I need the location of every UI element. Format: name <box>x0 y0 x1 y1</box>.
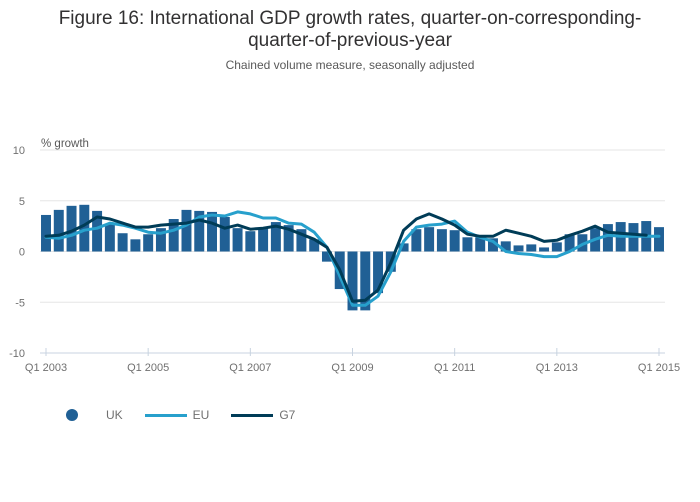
chart-subtitle: Chained volume measure, seasonally adjus… <box>225 58 475 72</box>
y-tick-label: -5 <box>15 297 25 309</box>
uk-bar <box>526 244 537 252</box>
uk-bar <box>283 225 294 252</box>
x-axis: Q1 2003 Q1 2005 Q1 2007 Q1 2009 Q1 2011 Q1 20… <box>25 348 680 374</box>
uk-bar <box>462 237 473 252</box>
y-tick-label: 0 <box>19 247 25 259</box>
legend-uk-dot-icon <box>66 409 78 421</box>
uk-bar <box>181 209 192 252</box>
uk-bar <box>270 222 281 252</box>
x-tick-label: Q1 2005 <box>127 362 169 374</box>
uk-bar <box>168 219 179 252</box>
y-axis-label: % growth <box>41 138 89 150</box>
x-tick-label: Q1 2011 <box>434 362 475 374</box>
uk-bar <box>475 237 486 252</box>
y-axis-ticks: 10 5 0 -5 -10 <box>9 145 25 360</box>
uk-bar <box>398 243 409 252</box>
uk-bar <box>373 251 384 294</box>
legend-item-g7[interactable]: G7 <box>231 408 295 422</box>
uk-bar <box>564 234 575 252</box>
uk-bar <box>130 239 141 252</box>
legend-label-uk: UK <box>106 408 123 422</box>
uk-bar <box>513 245 524 252</box>
uk-bar <box>258 228 269 252</box>
uk-bar <box>143 234 154 252</box>
legend-item-eu[interactable]: EU <box>144 408 210 422</box>
uk-bar <box>155 228 166 252</box>
uk-bar <box>207 211 218 252</box>
uk-bar <box>449 230 460 252</box>
legend-item-uk[interactable]: UK <box>66 408 123 422</box>
uk-bar <box>66 205 77 252</box>
uk-bar <box>296 229 307 252</box>
legend: UK EU G7 <box>66 408 317 422</box>
legend-g7-line-icon <box>231 413 274 417</box>
uk-bar <box>232 228 243 252</box>
uk-bar <box>104 224 115 252</box>
legend-eu-line-icon <box>144 413 187 417</box>
uk-bar <box>309 239 320 252</box>
chart-title-line-2: quarter-of-previous-year <box>248 30 452 51</box>
legend-label-g7: G7 <box>279 408 296 422</box>
y-tick-label: 10 <box>13 145 25 157</box>
uk-bars <box>41 204 664 311</box>
uk-bar <box>41 214 51 252</box>
uk-bar <box>424 227 435 252</box>
uk-bar <box>487 238 498 252</box>
uk-bar <box>654 227 664 252</box>
uk-bar <box>551 242 562 252</box>
uk-bar <box>347 251 358 311</box>
y-tick-label: -10 <box>9 348 25 360</box>
chart-title: Figure 16: International GDP growth rate… <box>0 8 700 52</box>
x-tick-label: Q1 2013 <box>536 362 578 374</box>
uk-bar <box>602 224 613 252</box>
uk-bar <box>92 210 103 252</box>
legend-label-eu: EU <box>192 408 210 422</box>
x-tick-label: Q1 2015 <box>638 362 680 374</box>
x-tick-label: Q1 2009 <box>331 362 373 374</box>
uk-bar <box>436 229 447 252</box>
uk-bar <box>539 247 550 252</box>
uk-bar <box>411 229 422 252</box>
uk-bar <box>53 209 64 252</box>
uk-bar <box>245 231 256 252</box>
uk-bar <box>321 251 332 262</box>
uk-bar <box>219 216 230 252</box>
chart-title-line-1: Figure 16: International GDP growth rate… <box>58 8 642 29</box>
x-tick-label: Q1 2003 <box>25 362 67 374</box>
uk-bar <box>500 241 511 252</box>
eu-line <box>44 210 661 307</box>
y-tick-label: 5 <box>19 196 25 208</box>
uk-bar <box>79 204 90 252</box>
uk-bar <box>194 210 205 252</box>
g7-line <box>44 212 648 303</box>
series-lines <box>44 210 661 307</box>
x-tick-label: Q1 2007 <box>229 362 271 374</box>
uk-bar <box>117 233 128 252</box>
uk-bar <box>360 251 371 311</box>
